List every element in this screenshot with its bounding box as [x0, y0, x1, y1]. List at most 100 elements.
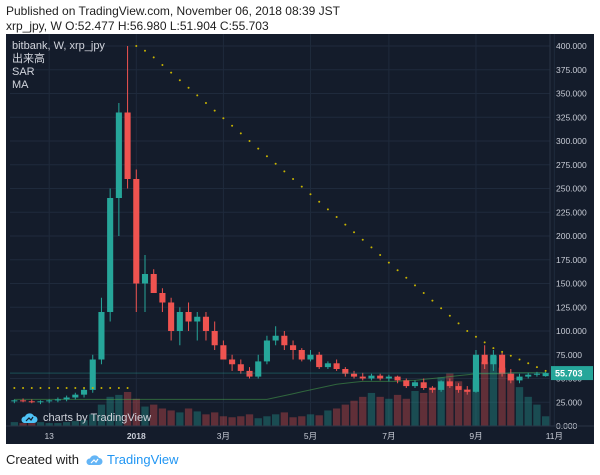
candle-body[interactable]	[220, 345, 227, 360]
sar-dot	[405, 276, 408, 279]
candle-body[interactable]	[168, 302, 175, 332]
candle-body[interactable]	[333, 363, 340, 369]
candle-body[interactable]	[342, 369, 349, 374]
candle-body[interactable]	[246, 370, 253, 377]
watermark-text: charts by TradingView	[43, 412, 152, 424]
volume-bar	[446, 373, 454, 426]
legend-sar[interactable]: SAR	[12, 66, 35, 78]
candle-body[interactable]	[89, 359, 96, 390]
candle-body[interactable]	[115, 112, 122, 199]
volume-bar	[184, 408, 193, 426]
tradingview-watermark[interactable]: charts by TradingView	[20, 412, 151, 424]
ohlc-line: xrp_jpy, W O:52.477 H:56.980 L:51.904 C:…	[6, 19, 269, 33]
candle-body[interactable]	[490, 354, 497, 365]
candle-body[interactable]	[133, 179, 140, 284]
candle-body[interactable]	[464, 389, 471, 392]
candle-body[interactable]	[533, 373, 540, 375]
candle-body[interactable]	[28, 401, 35, 403]
candle-body[interactable]	[394, 376, 401, 381]
candle-body[interactable]	[263, 340, 270, 362]
sar-dot	[344, 223, 347, 226]
sar-dot	[492, 347, 495, 350]
candle-body[interactable]	[316, 354, 323, 368]
candle-body[interactable]	[272, 335, 279, 341]
sar-dot	[466, 330, 469, 332]
volume-bar	[263, 416, 271, 426]
candle-body[interactable]	[202, 316, 210, 331]
price-tick-label: 175.000	[556, 255, 587, 265]
candle-body[interactable]	[255, 361, 262, 377]
volume-bar	[402, 398, 410, 426]
candle-body[interactable]	[298, 350, 305, 360]
candle-body[interactable]	[307, 354, 314, 360]
candle-body[interactable]	[11, 400, 18, 402]
candle-body[interactable]	[54, 399, 61, 401]
candle-body[interactable]	[350, 373, 358, 377]
candle-body[interactable]	[403, 380, 410, 387]
sar-dot	[222, 117, 225, 120]
legend-symbol[interactable]: bitbank, W, xrp_jpy	[12, 40, 105, 52]
candle-body[interactable]	[124, 112, 131, 180]
candle-body[interactable]	[211, 331, 218, 346]
candle-body[interactable]	[438, 381, 445, 390]
candle-body[interactable]	[385, 376, 392, 379]
footer-brand-link[interactable]: TradingView	[106, 452, 179, 467]
volume-bar	[315, 415, 323, 426]
candle-body[interactable]	[237, 364, 244, 371]
candle-body[interactable]	[194, 316, 201, 322]
volume-bar	[350, 400, 358, 426]
candle-body[interactable]	[141, 274, 149, 284]
candle-body[interactable]	[159, 293, 166, 303]
candle-body[interactable]	[37, 401, 44, 403]
candle-body[interactable]	[98, 312, 105, 360]
candle-body[interactable]	[499, 354, 506, 374]
candle-body[interactable]	[80, 389, 88, 395]
sar-dot	[204, 102, 207, 104]
sar-dot	[326, 208, 329, 211]
candle-body[interactable]	[290, 345, 297, 350]
candle-body[interactable]	[46, 400, 53, 402]
candle-body[interactable]	[359, 376, 366, 379]
candle-body[interactable]	[20, 400, 27, 402]
sar-dot	[22, 387, 25, 389]
candle-body[interactable]	[281, 335, 288, 346]
candle-body[interactable]	[185, 312, 192, 322]
sar-dot	[361, 238, 364, 241]
candle-body[interactable]	[324, 363, 331, 368]
volume-bar	[359, 396, 367, 426]
candle-body[interactable]	[176, 312, 183, 331]
sar-dot	[74, 387, 77, 389]
candle-body[interactable]	[542, 373, 549, 377]
volume-bar	[489, 356, 498, 426]
candle-body[interactable]	[411, 382, 419, 387]
candle-body[interactable]	[150, 274, 157, 293]
sar-dot	[248, 140, 251, 142]
legend-ma[interactable]: MA	[12, 79, 29, 91]
chart-panel[interactable]: 0.00025.00050.00075.000100.000125.000150…	[6, 34, 594, 444]
candle-body[interactable]	[525, 374, 532, 377]
candlestick-chart[interactable]: 0.00025.00050.00075.000100.000125.000150…	[6, 34, 594, 444]
candle-body[interactable]	[420, 382, 427, 388]
candle-body[interactable]	[481, 354, 488, 365]
legend-volume[interactable]: 出来高	[12, 53, 45, 65]
candle-body[interactable]	[455, 386, 462, 390]
candle-body[interactable]	[446, 381, 453, 387]
sar-dot	[170, 71, 173, 74]
volume-bar	[141, 406, 149, 426]
candle-body[interactable]	[507, 373, 514, 381]
candle-body[interactable]	[516, 376, 523, 381]
sar-dot	[100, 387, 103, 389]
candle-body[interactable]	[377, 375, 384, 379]
price-tick-label: 225.000	[556, 207, 587, 217]
volume-bar	[332, 408, 341, 426]
candle-body[interactable]	[429, 388, 436, 390]
candle-body[interactable]	[72, 394, 79, 398]
candle-body[interactable]	[107, 198, 114, 312]
sar-dot	[387, 261, 390, 264]
candle-body[interactable]	[63, 397, 70, 400]
sar-dot	[431, 299, 434, 302]
sar-dot	[318, 200, 321, 203]
candle-body[interactable]	[368, 375, 375, 379]
sar-dot	[196, 94, 199, 97]
candle-body[interactable]	[229, 359, 236, 365]
